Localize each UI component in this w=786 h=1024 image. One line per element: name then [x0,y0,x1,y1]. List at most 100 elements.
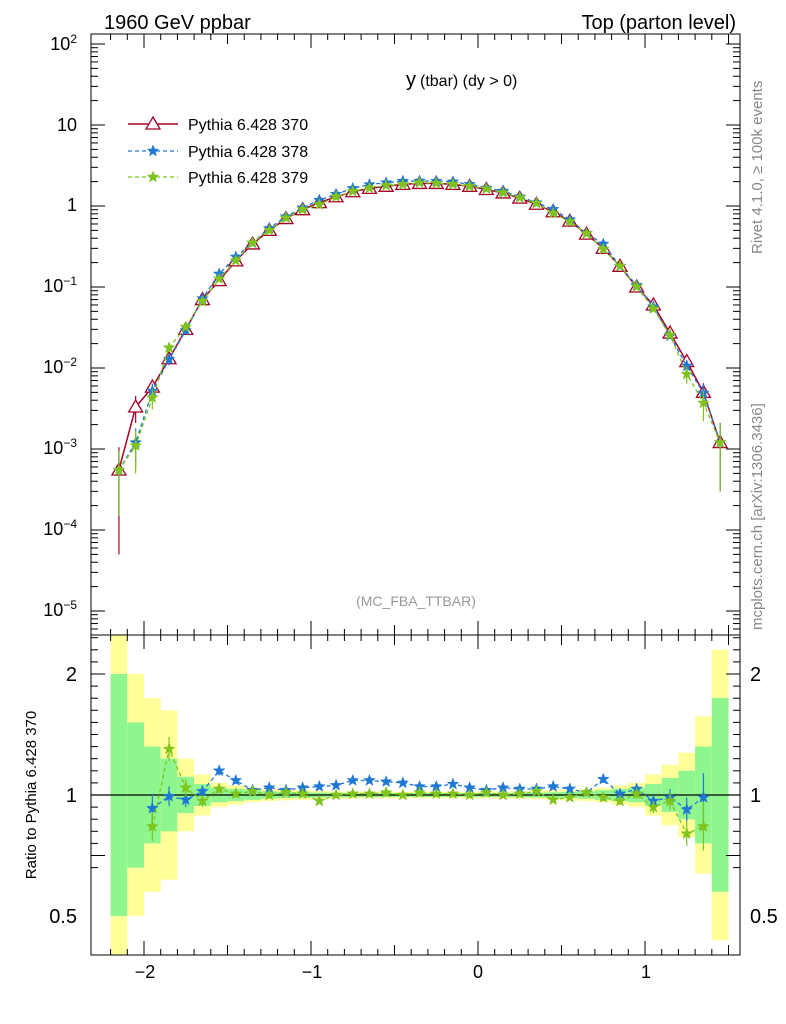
ratio-ylabel: Ratio to Pythia 6.428 370 [23,711,40,879]
data-point [312,197,326,210]
ratio-y-axis-labels: 2 1 0.5 2 1 0.5 [49,664,778,928]
data-point [296,202,310,215]
ratio-point [630,787,644,800]
data-point [479,182,493,195]
ratio-line [152,769,704,811]
data-point [530,196,543,209]
mcplots-label: mcplots.cern.ch [arXiv:1306.3436] [749,403,766,630]
data-point [513,190,527,203]
ratio-point [179,793,193,806]
data-point [246,235,259,249]
series-line [118,182,721,471]
data-point [112,463,126,476]
ratio-point [229,773,243,786]
data-point [363,181,376,194]
ratio-point [312,794,326,807]
ratio-point [363,773,376,786]
x-axis-labels: −2 −1 0 1 [135,962,651,982]
data-point [446,177,460,190]
y-tick-label: 10−3 [43,436,77,458]
data-point [279,211,293,224]
legend-entry-378: Pythia 6.428 378 [128,144,308,161]
ratio-point [145,819,159,832]
ratio-point [162,789,176,802]
ratio-point [179,780,193,794]
main-y-axis-labels: 102 10 1 10−1 10−2 10−3 10−4 10−5 [43,32,77,620]
data-point [496,185,510,199]
ratio-point [646,800,660,813]
ratio-tick-label-right: 0.5 [750,906,778,928]
data-point [396,177,410,190]
ratio-point [697,790,710,803]
series-line [118,182,721,471]
data-point [663,328,677,341]
data-point [179,323,193,336]
x-tick-label: 1 [641,962,651,982]
rivet-label: Rivet 4.1.0, ≥ 100k events [749,81,766,254]
x-tick-label: −1 [302,962,323,982]
ratio-series-379 [145,736,710,851]
ratio-point [312,779,326,793]
data-point [229,253,243,266]
y-tick-label: 10 [57,115,77,135]
ratio-point [697,819,710,832]
ratio-point [212,782,226,795]
data-point [212,272,226,285]
data-point [346,184,360,197]
ratio-point [145,801,159,814]
triangle-marker-icon [144,115,162,130]
data-point [713,435,727,448]
series-370 [110,175,729,555]
data-point [613,259,627,272]
legend-label-379: Pythia 6.428 379 [188,170,308,187]
ratio-point [546,793,560,806]
star-marker-icon-shape [146,170,160,183]
ratio-point [596,790,610,803]
legend-entry-370: Pythia 6.428 370 [128,115,308,134]
ratio-tick-label: 1 [66,785,77,807]
ratio-point [329,788,343,801]
x-tick-label: −2 [135,962,156,982]
ratio-point [346,787,360,800]
data-point [630,279,644,293]
data-point [413,175,426,189]
plot-title-main: y [406,69,416,91]
ratio-point [396,788,410,801]
ratio-point [446,777,460,790]
ratio-tick-label: 0.5 [49,906,77,928]
x-tick-label: 0 [473,962,483,982]
ratio-tick-label-right: 2 [750,664,761,686]
ratio-point [463,788,477,801]
series-379 [112,175,727,516]
ratio-line [151,746,704,835]
ratio-point [396,776,410,789]
data-point [129,438,143,452]
plot-title-sub: (tbar) (dy > 0) [420,73,517,90]
ratio-point [212,764,226,777]
data-point [463,179,477,192]
y-tick-label: 10−4 [43,517,77,539]
main-plot-area [110,174,729,555]
legend: Pythia 6.428 370 Pythia 6.428 378 Pythia… [128,115,308,187]
main-axes [91,34,740,635]
ratio-point [363,787,376,800]
ratio-point [580,785,593,798]
data-point [162,340,176,354]
ratio-point [513,787,527,800]
ratio-point [680,802,694,816]
ratio-panel: Ratio to Pythia 6.428 370 [23,634,741,956]
ratio-point [229,787,243,800]
ratio-point [530,784,543,797]
ratio-tick-label-right: 1 [750,785,761,807]
data-point [379,178,393,192]
ratio-point [162,742,176,755]
y-tick-label: 1 [67,195,77,215]
ratio-point [496,788,510,801]
legend-label-370: Pythia 6.428 370 [188,117,308,134]
ratio-point [663,794,677,807]
data-point [145,390,159,404]
ratio-tick-label: 2 [66,664,77,686]
star-marker-icon [146,170,160,183]
ratio-point [563,790,577,803]
